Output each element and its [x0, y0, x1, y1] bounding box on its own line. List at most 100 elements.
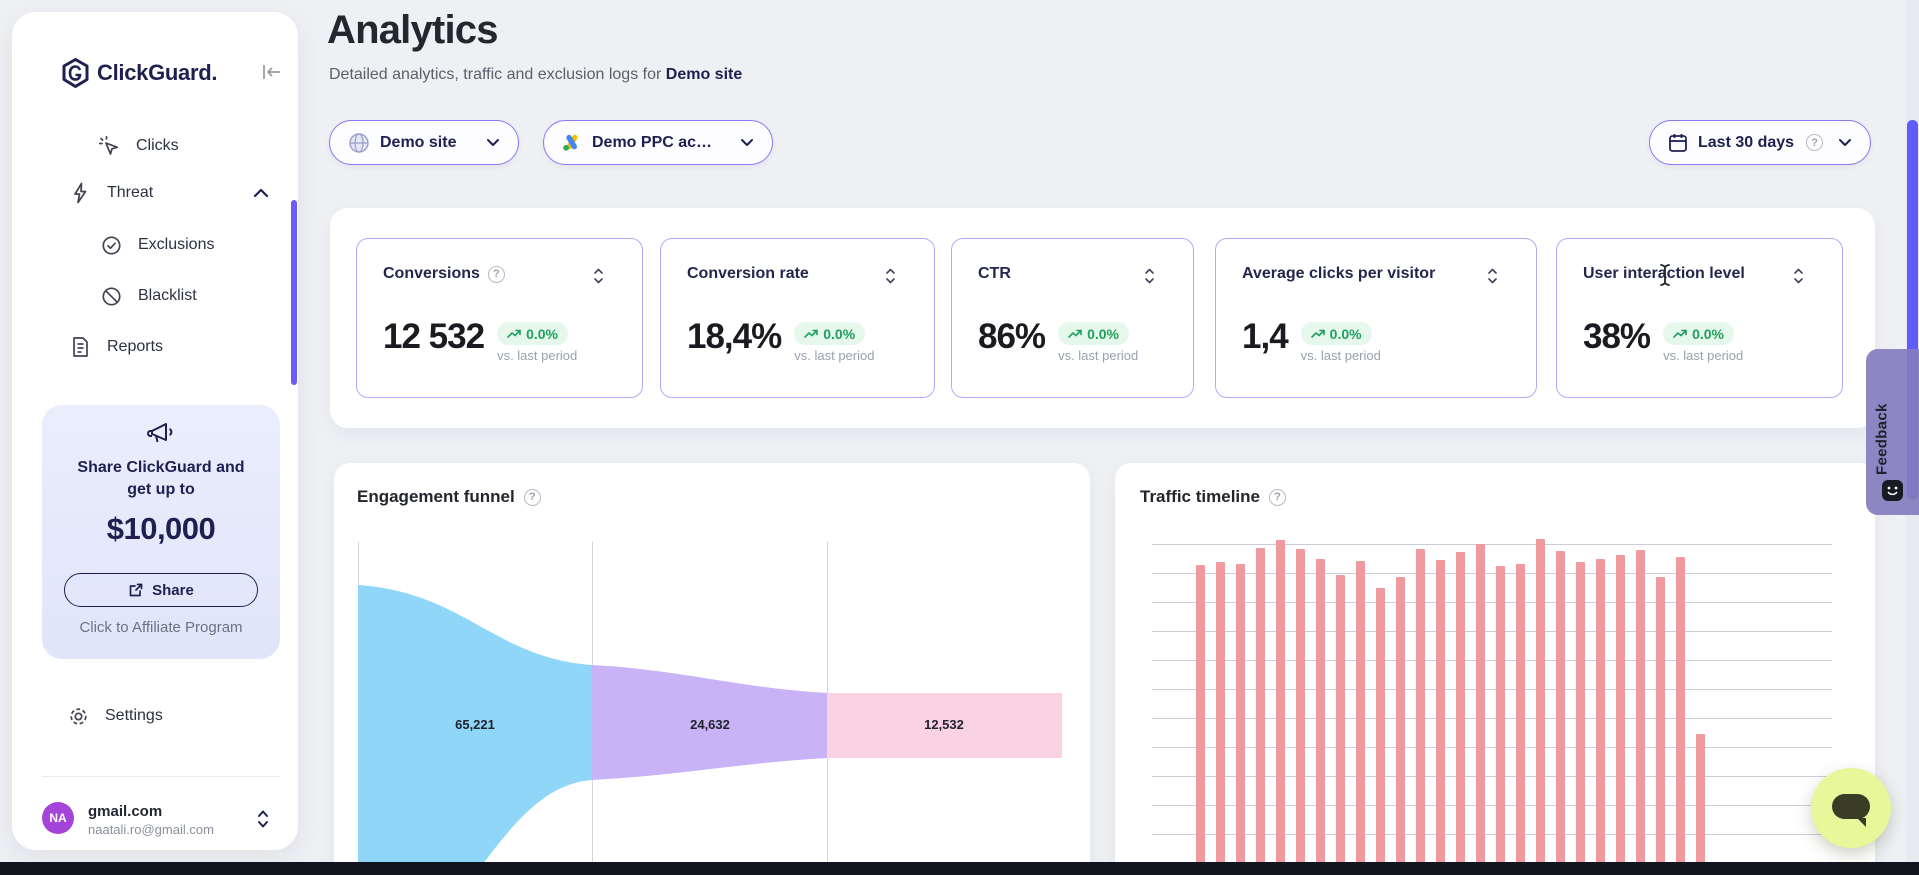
promo-amount: $10,000	[106, 511, 216, 546]
timeline-bar[interactable]	[1396, 577, 1405, 875]
affiliate-promo-card[interactable]: Share ClickGuard and get up to $10,000 S…	[42, 405, 280, 659]
sort-toggle-icon[interactable]	[593, 267, 604, 285]
kpi-caption: vs. last period	[1663, 348, 1744, 363]
kpi-label: Average clicks per visitor	[1242, 265, 1436, 282]
timeline-bar[interactable]	[1676, 557, 1685, 875]
help-icon[interactable]: ?	[487, 265, 505, 283]
timeline-bar[interactable]	[1656, 577, 1665, 875]
timeline-bar[interactable]	[1316, 559, 1325, 875]
sort-toggle-icon[interactable]	[885, 267, 896, 285]
sort-toggle-icon[interactable]	[1793, 267, 1804, 285]
kpi-card-4: User interaction level 38% 0.0% vs. last pe…	[1556, 238, 1843, 398]
timeline-bar[interactable]	[1476, 544, 1485, 875]
timeline-bar[interactable]	[1356, 561, 1365, 875]
cursor-click-icon	[98, 135, 120, 157]
timeline-bar[interactable]	[1516, 564, 1525, 875]
clickguard-logo-icon	[62, 58, 89, 88]
timeline-bar[interactable]	[1456, 552, 1465, 875]
kpi-delta-value: 0.0%	[1087, 325, 1119, 342]
timeline-bar[interactable]	[1196, 565, 1205, 875]
date-range-selector[interactable]: Last 30 days ?	[1649, 120, 1871, 165]
bottom-taskbar-edge	[0, 862, 1919, 875]
funnel-stage-visitors[interactable]	[358, 585, 592, 875]
timeline-bar[interactable]	[1616, 555, 1625, 875]
timeline-bar[interactable]	[1376, 588, 1385, 875]
timeline-bar[interactable]	[1336, 575, 1345, 875]
sidebar-item-reports[interactable]: Reports	[69, 331, 163, 363]
page-title: Analytics	[327, 8, 498, 52]
help-icon[interactable]: ?	[523, 488, 541, 506]
funnel-value-label: 12,532	[924, 717, 964, 732]
sort-toggle-icon[interactable]	[1487, 267, 1498, 285]
sidebar-scroll-indicator[interactable]	[291, 200, 297, 385]
kpi-delta-value: 0.0%	[823, 325, 856, 342]
timeline-bar[interactable]	[1536, 539, 1545, 875]
timeline-gridline	[1152, 544, 1832, 545]
timeline-bar[interactable]	[1696, 734, 1705, 875]
trending-up-icon	[507, 329, 521, 338]
kpi-delta-value: 0.0%	[1329, 325, 1362, 342]
timeline-gridline	[1152, 805, 1832, 806]
feedback-tab-label: Feedback	[1873, 403, 1891, 475]
kpi-label: Conversions	[383, 265, 480, 282]
trending-up-icon	[1673, 329, 1687, 338]
sort-toggle-icon[interactable]	[1144, 267, 1155, 285]
timeline-bar[interactable]	[1436, 560, 1445, 875]
timeline-gridline	[1152, 660, 1832, 661]
timeline-bar[interactable]	[1256, 548, 1265, 875]
sidebar-collapse-icon[interactable]	[260, 62, 284, 82]
sidebar-item-clicks[interactable]: Clicks	[98, 130, 179, 162]
promo-text-line1: Share ClickGuard and	[77, 459, 245, 476]
kpi-value: 86%	[978, 317, 1046, 356]
sidebar-item-blacklist[interactable]: Blacklist	[100, 280, 197, 312]
promo-caption[interactable]: Click to Affiliate Program	[79, 619, 243, 636]
sidebar-item-label: Settings	[105, 707, 163, 724]
timeline-bar[interactable]	[1496, 566, 1505, 875]
page-scrollbar-thumb[interactable]	[1907, 120, 1918, 500]
document-icon	[69, 336, 91, 358]
timeline-bar[interactable]	[1576, 562, 1585, 875]
sidebar-item-settings[interactable]: Settings	[67, 700, 163, 732]
timeline-gridline	[1152, 834, 1832, 835]
external-link-icon	[129, 583, 143, 597]
kpi-delta-badge: 0.0%	[497, 322, 568, 345]
page-subtitle-text: Detailed analytics, traffic and exclusio…	[329, 66, 666, 83]
kpi-delta-badge: 0.0%	[1663, 322, 1734, 345]
timeline-bar[interactable]	[1276, 540, 1285, 875]
kpi-caption: vs. last period	[794, 348, 875, 363]
kpi-label: User interaction level	[1583, 265, 1745, 282]
ppc-account-selector[interactable]: Demo PPC ac…	[543, 120, 773, 165]
calendar-icon	[1669, 134, 1687, 152]
globe-icon	[349, 132, 369, 153]
share-button[interactable]: Share	[64, 573, 258, 607]
site-selector[interactable]: Demo site	[329, 120, 519, 165]
help-icon[interactable]: ?	[1806, 134, 1824, 151]
timeline-bar[interactable]	[1296, 549, 1305, 875]
feedback-tab[interactable]: Feedback	[1866, 349, 1919, 515]
timeline-bar[interactable]	[1216, 562, 1225, 875]
chevron-up-icon[interactable]	[253, 188, 269, 198]
brand: ClickGuard.	[62, 58, 217, 88]
sidebar-item-threat[interactable]: Threat	[69, 177, 269, 209]
account-switcher-chevrons-icon[interactable]	[256, 808, 270, 830]
chat-launcher-button[interactable]	[1811, 768, 1891, 848]
kpi-delta-badge: 0.0%	[794, 322, 866, 345]
kpi-caption: vs. last period	[1058, 348, 1139, 363]
funnel-stage-converted[interactable]	[827, 693, 1062, 758]
timeline-bar[interactable]	[1596, 559, 1605, 875]
kpi-delta-badge: 0.0%	[1058, 322, 1129, 345]
timeline-gridline	[1152, 776, 1832, 777]
kpi-card-1: Conversion rate 18,4% 0.0% vs. last period	[660, 238, 935, 398]
gear-icon	[67, 705, 89, 727]
timeline-bar[interactable]	[1416, 549, 1425, 875]
kpi-delta-value: 0.0%	[526, 325, 558, 342]
avatar[interactable]: NA	[42, 802, 74, 834]
funnel-stage-engaged[interactable]	[592, 665, 827, 780]
sidebar-item-exclusions[interactable]: Exclusions	[100, 229, 214, 261]
kpi-card-2: CTR 86% 0.0% vs. last period	[951, 238, 1194, 398]
timeline-bar[interactable]	[1236, 564, 1245, 875]
timeline-bar[interactable]	[1636, 550, 1645, 875]
help-icon[interactable]: ?	[1268, 488, 1286, 506]
timeline-bar[interactable]	[1556, 551, 1565, 875]
